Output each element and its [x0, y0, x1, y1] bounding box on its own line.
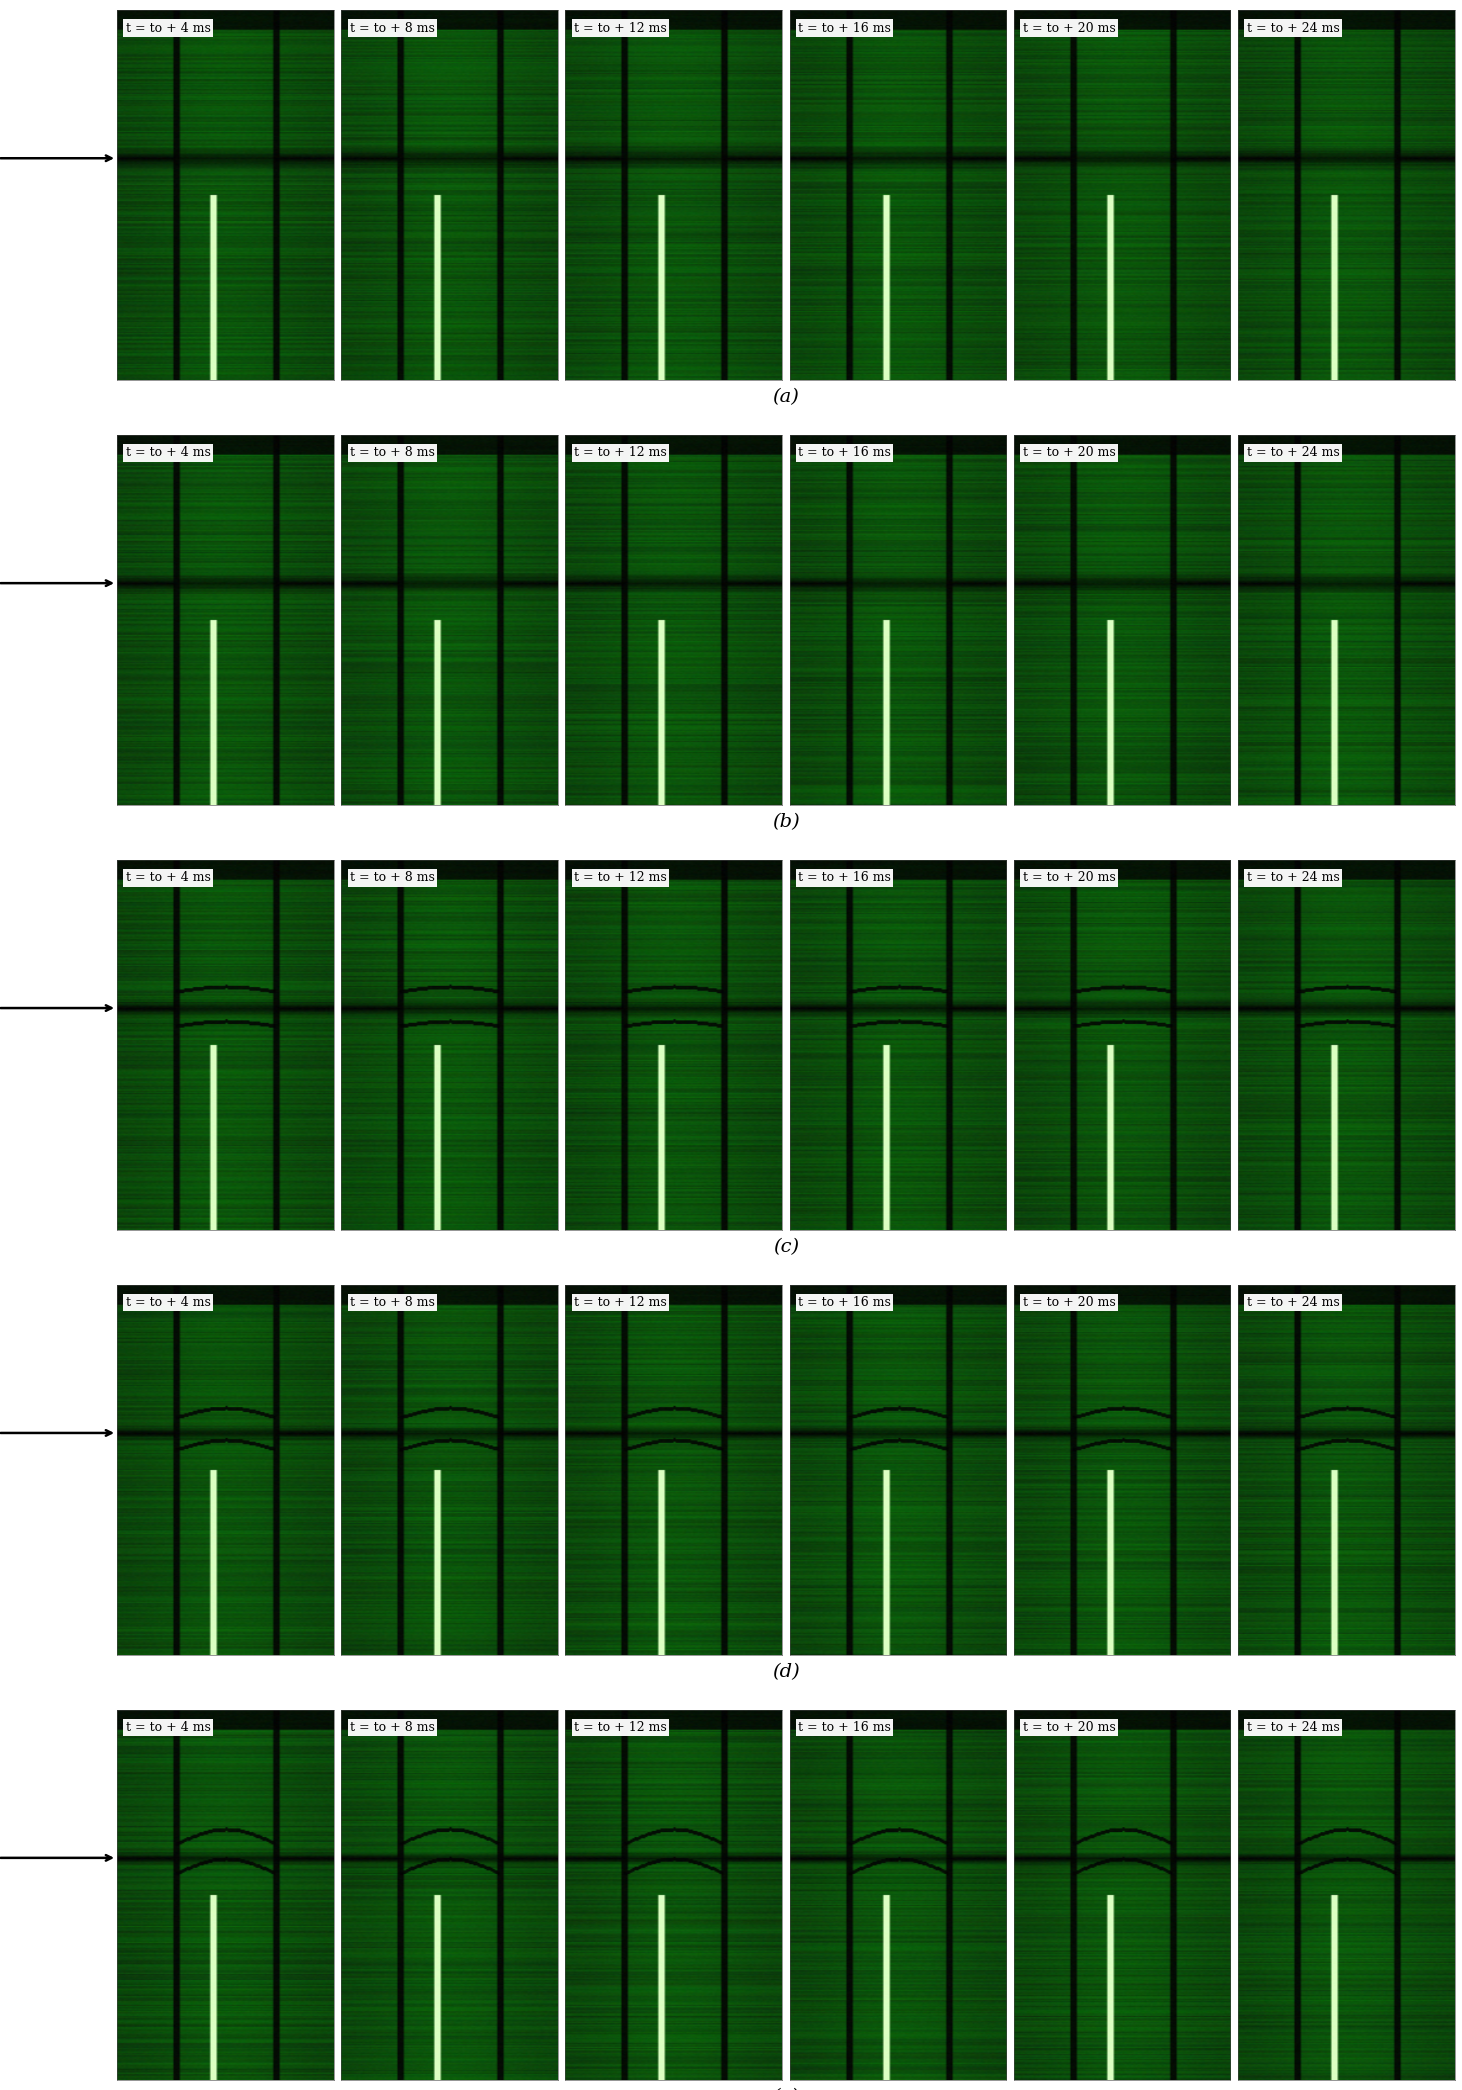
Text: t = to + 16 ms: t = to + 16 ms: [798, 872, 892, 884]
Text: t = to + 8 ms: t = to + 8 ms: [349, 1722, 434, 1735]
Text: t = to + 12 ms: t = to + 12 ms: [575, 1722, 667, 1735]
Text: t = to + 12 ms: t = to + 12 ms: [575, 872, 667, 884]
Text: (c): (c): [773, 1237, 798, 1256]
Text: (d): (d): [772, 1664, 800, 1680]
Text: t = to + 12 ms: t = to + 12 ms: [575, 447, 667, 460]
Text: t = to + 4 ms: t = to + 4 ms: [126, 1722, 211, 1735]
Text: t = to + 20 ms: t = to + 20 ms: [1022, 1296, 1116, 1308]
Text: t = to + 24 ms: t = to + 24 ms: [1247, 872, 1339, 884]
Text: t = to + 16 ms: t = to + 16 ms: [798, 1296, 892, 1308]
Text: (a): (a): [772, 389, 800, 405]
Text: t = to + 4 ms: t = to + 4 ms: [126, 21, 211, 36]
Text: t = to + 24 ms: t = to + 24 ms: [1247, 21, 1339, 36]
Text: t = to + 12 ms: t = to + 12 ms: [575, 1296, 667, 1308]
Text: t = to + 24 ms: t = to + 24 ms: [1247, 1296, 1339, 1308]
Text: t = to + 4 ms: t = to + 4 ms: [126, 447, 211, 460]
Text: t = to + 20 ms: t = to + 20 ms: [1022, 447, 1116, 460]
Text: t = to + 8 ms: t = to + 8 ms: [349, 21, 434, 36]
Text: t = to + 8 ms: t = to + 8 ms: [349, 1296, 434, 1308]
Text: t = to + 8 ms: t = to + 8 ms: [349, 447, 434, 460]
Text: t = to + 12 ms: t = to + 12 ms: [575, 21, 667, 36]
Text: t = to + 4 ms: t = to + 4 ms: [126, 872, 211, 884]
Text: t = to + 16 ms: t = to + 16 ms: [798, 21, 892, 36]
Text: t = to + 8 ms: t = to + 8 ms: [349, 872, 434, 884]
Text: t = to + 24 ms: t = to + 24 ms: [1247, 447, 1339, 460]
Text: t = to + 16 ms: t = to + 16 ms: [798, 447, 892, 460]
Text: t = to + 4 ms: t = to + 4 ms: [126, 1296, 211, 1308]
Text: t = to + 16 ms: t = to + 16 ms: [798, 1722, 892, 1735]
Text: t = to + 20 ms: t = to + 20 ms: [1022, 1722, 1116, 1735]
Text: t = to + 20 ms: t = to + 20 ms: [1022, 872, 1116, 884]
Text: (b): (b): [772, 813, 800, 832]
Text: t = to + 24 ms: t = to + 24 ms: [1247, 1722, 1339, 1735]
Text: t = to + 20 ms: t = to + 20 ms: [1022, 21, 1116, 36]
